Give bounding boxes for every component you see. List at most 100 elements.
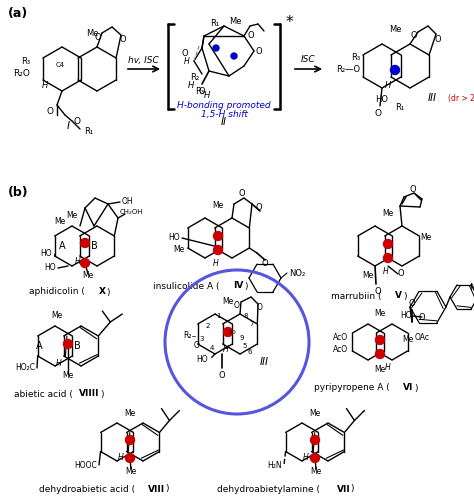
Text: *: * <box>286 15 293 30</box>
Text: pyripyropene A (: pyripyropene A ( <box>314 384 390 393</box>
Text: Me: Me <box>66 212 78 221</box>
Text: HO₂C: HO₂C <box>15 363 35 372</box>
Text: HO: HO <box>400 311 411 321</box>
Text: B: B <box>91 241 97 251</box>
Text: Me: Me <box>63 371 73 381</box>
Text: 5: 5 <box>243 343 247 349</box>
Text: H: H <box>118 453 124 462</box>
Text: H: H <box>385 363 391 372</box>
Text: Me: Me <box>402 336 413 345</box>
Text: HO: HO <box>196 354 208 363</box>
Text: R₃: R₃ <box>351 53 360 62</box>
Text: OH: OH <box>122 198 134 207</box>
Circle shape <box>224 328 233 337</box>
Text: ): ) <box>106 287 109 296</box>
Text: NO₂: NO₂ <box>289 269 305 278</box>
Text: O: O <box>257 303 263 312</box>
Text: Me: Me <box>51 311 63 321</box>
Text: B: B <box>73 341 81 351</box>
Text: dehydroabietic acid (: dehydroabietic acid ( <box>39 484 135 493</box>
Text: ISC: ISC <box>301 55 315 65</box>
Text: Me: Me <box>229 18 241 27</box>
Text: (dr > 20:1): (dr > 20:1) <box>448 94 474 102</box>
Text: 2: 2 <box>206 323 210 329</box>
Text: H: H <box>42 82 48 91</box>
Text: H: H <box>223 346 229 354</box>
Text: 6: 6 <box>248 349 252 355</box>
Text: H: H <box>75 257 81 266</box>
Text: O: O <box>74 116 81 125</box>
Text: Me: Me <box>310 409 320 417</box>
Text: Me: Me <box>82 272 94 281</box>
Text: N: N <box>469 283 474 291</box>
Text: O: O <box>194 342 200 350</box>
Text: R₂: R₂ <box>190 74 199 83</box>
Text: H: H <box>385 82 391 91</box>
Text: AcO: AcO <box>333 334 348 343</box>
Text: O: O <box>120 35 126 44</box>
Text: O: O <box>234 300 240 309</box>
Text: O: O <box>256 204 263 213</box>
Text: O: O <box>410 31 417 40</box>
Text: O: O <box>410 184 416 194</box>
Text: Me: Me <box>212 202 224 211</box>
Text: O: O <box>256 46 263 55</box>
Text: (b): (b) <box>8 186 28 199</box>
Text: H₂N: H₂N <box>267 461 282 470</box>
Circle shape <box>81 259 90 268</box>
Text: R₁: R₁ <box>84 127 93 136</box>
Text: A: A <box>59 241 65 251</box>
Text: O: O <box>46 106 54 115</box>
Text: Me: Me <box>363 272 374 281</box>
Text: HOOC: HOOC <box>74 461 97 470</box>
Circle shape <box>126 454 135 463</box>
Text: C4: C4 <box>55 62 64 68</box>
Text: Me: Me <box>174 245 185 255</box>
Text: (a): (a) <box>8 7 28 20</box>
Text: ): ) <box>165 484 168 493</box>
Text: HO: HO <box>168 233 180 242</box>
Text: CH₂OH: CH₂OH <box>120 209 144 215</box>
Text: Me: Me <box>389 26 401 34</box>
Text: X: X <box>99 287 106 296</box>
Text: V: V <box>394 291 401 300</box>
Text: H: H <box>56 359 62 368</box>
Text: Me: Me <box>124 409 136 417</box>
Text: hv, ISC: hv, ISC <box>128 55 158 65</box>
Circle shape <box>383 254 392 263</box>
Text: IV: IV <box>233 282 243 290</box>
Text: R₃: R₃ <box>21 56 30 66</box>
Text: HO: HO <box>45 264 56 273</box>
Text: ): ) <box>100 390 103 399</box>
Text: ): ) <box>403 291 407 300</box>
Text: 10: 10 <box>228 330 236 335</box>
Circle shape <box>375 349 384 358</box>
Text: marrubiin (: marrubiin ( <box>331 291 382 300</box>
Text: 1,5-H shift: 1,5-H shift <box>201 109 247 118</box>
Text: O: O <box>248 31 255 40</box>
Text: H: H <box>204 92 210 100</box>
Text: Me: Me <box>126 467 137 475</box>
Text: Me: Me <box>222 297 234 306</box>
Text: II: II <box>221 117 227 127</box>
Text: Me: Me <box>55 217 65 225</box>
Text: Me: Me <box>374 309 386 319</box>
Text: O: O <box>409 299 415 308</box>
Text: H: H <box>184 56 190 66</box>
Text: 8: 8 <box>244 313 248 319</box>
Circle shape <box>391 66 400 75</box>
Text: O: O <box>219 371 225 381</box>
Text: H-bonding promoted: H-bonding promoted <box>177 101 271 110</box>
Text: VII: VII <box>337 484 351 493</box>
Text: VI: VI <box>403 384 413 393</box>
Text: 7: 7 <box>250 321 254 327</box>
Text: H: H <box>213 259 219 268</box>
Circle shape <box>126 435 135 445</box>
Text: O: O <box>374 287 381 296</box>
Text: dehydroabietylamine (: dehydroabietylamine ( <box>217 484 320 493</box>
Text: R₃: R₃ <box>195 87 204 95</box>
Text: VIII: VIII <box>148 484 165 493</box>
Text: O: O <box>262 260 268 269</box>
Text: VIIII: VIIII <box>79 390 99 399</box>
Text: H: H <box>303 453 309 462</box>
